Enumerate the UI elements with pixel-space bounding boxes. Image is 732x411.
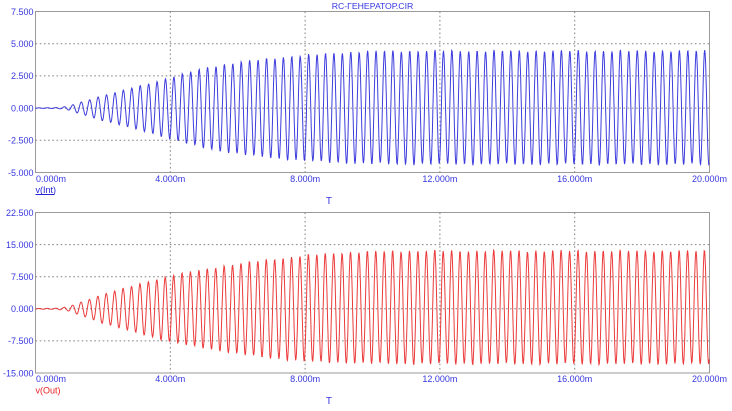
svg-text:16.000m: 16.000m — [557, 374, 592, 384]
svg-text:v(Out): v(Out) — [36, 386, 61, 396]
svg-text:22.500: 22.500 — [6, 208, 34, 218]
svg-text:8.000m: 8.000m — [290, 174, 320, 184]
svg-text:12.000m: 12.000m — [422, 174, 457, 184]
svg-text:2.500: 2.500 — [11, 71, 34, 81]
svg-text:0.000: 0.000 — [11, 304, 34, 314]
svg-text:0.000m: 0.000m — [36, 374, 66, 384]
svg-text:-15.000: -15.000 — [3, 368, 34, 378]
svg-text:12.000m: 12.000m — [422, 374, 457, 384]
svg-text:4.000m: 4.000m — [155, 174, 185, 184]
svg-text:7.500: 7.500 — [11, 7, 34, 17]
svg-text:8.000m: 8.000m — [290, 374, 320, 384]
svg-text:20.000m: 20.000m — [692, 174, 727, 184]
svg-text:T: T — [326, 196, 332, 207]
svg-text:-2.500: -2.500 — [8, 136, 34, 146]
svg-text:-5.000: -5.000 — [8, 168, 34, 178]
svg-text:0.000m: 0.000m — [36, 174, 66, 184]
svg-text:7.500: 7.500 — [11, 272, 34, 282]
svg-text:4.000m: 4.000m — [155, 374, 185, 384]
svg-text:v(Int): v(Int) — [36, 185, 57, 195]
svg-text:0.000: 0.000 — [11, 103, 34, 113]
svg-text:T: T — [326, 396, 332, 407]
svg-text:-7.500: -7.500 — [8, 336, 34, 346]
svg-text:20.000m: 20.000m — [692, 374, 727, 384]
svg-text:RC-ГЕНЕРАТОР.CIR: RC-ГЕНЕРАТОР.CIR — [332, 1, 414, 11]
svg-text:15.000: 15.000 — [6, 240, 34, 250]
svg-text:5.000: 5.000 — [11, 39, 34, 49]
svg-text:16.000m: 16.000m — [557, 174, 592, 184]
